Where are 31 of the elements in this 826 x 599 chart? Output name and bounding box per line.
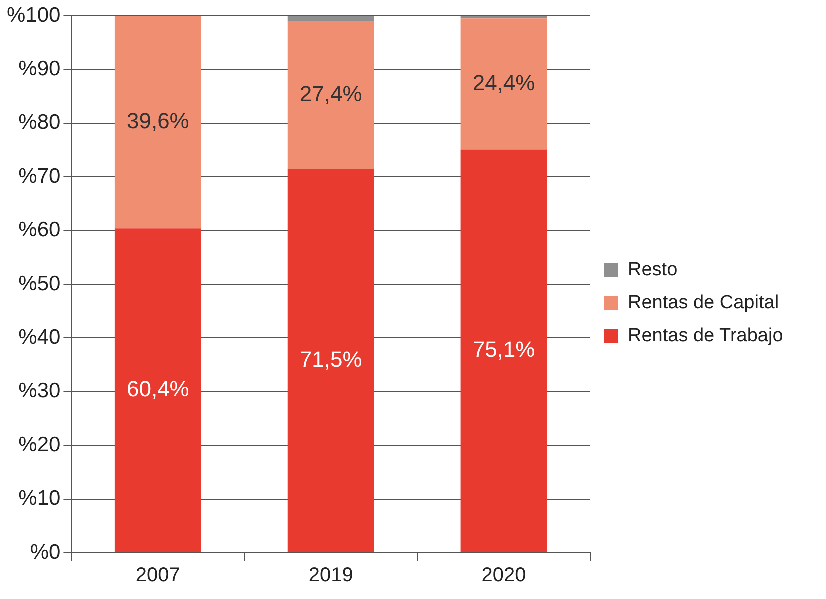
y-tick-label: %20 <box>18 433 61 456</box>
data-label: 75,1% <box>472 337 536 362</box>
y-tick-label: %60 <box>18 218 61 242</box>
legend-label: Rentas de Capital <box>628 292 780 314</box>
bar <box>288 22 374 170</box>
legend-label: Rentas de Trabajo <box>628 326 784 347</box>
bar <box>460 150 548 552</box>
bar <box>114 16 202 229</box>
y-tick-label: %0 <box>30 540 61 564</box>
y-tick-label: %80 <box>18 111 61 134</box>
bar <box>288 16 374 22</box>
bar <box>460 16 548 19</box>
bar <box>114 228 202 552</box>
bar <box>460 18 548 150</box>
bar <box>288 169 374 552</box>
x-tick-label: 2020 <box>482 564 526 587</box>
y-tick-label: %30 <box>18 380 61 403</box>
data-label: 24,4% <box>472 70 536 96</box>
legend-label: Resto <box>628 260 678 281</box>
data-label: 27,4% <box>300 82 362 107</box>
data-label: 71,5% <box>300 346 362 372</box>
x-tick-label: 2007 <box>136 564 180 587</box>
data-label: 60,4% <box>126 376 190 402</box>
y-tick-label: %50 <box>18 272 61 296</box>
y-tick-label: %90 <box>18 57 61 80</box>
y-tick-label: %40 <box>18 326 61 349</box>
x-tick-label: 2019 <box>308 564 354 587</box>
y-tick-label: %70 <box>18 164 61 188</box>
y-tick-label: %10 <box>18 487 61 510</box>
data-label: 39,6% <box>126 108 190 134</box>
y-tick-label: %100 <box>6 4 61 27</box>
